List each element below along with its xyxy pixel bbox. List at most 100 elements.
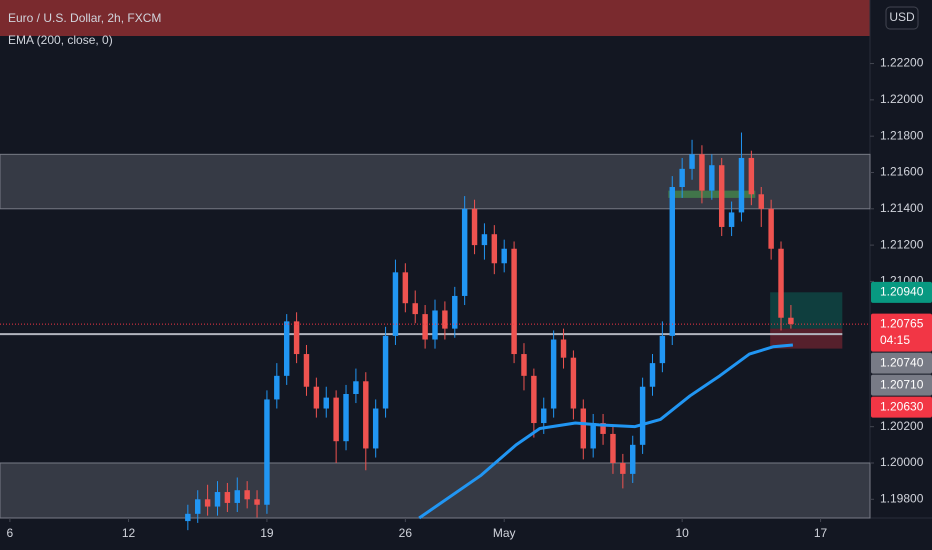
y-tick-label: 1.19800 xyxy=(880,491,924,505)
chart-title: Euro / U.S. Dollar, 2h, FXCM xyxy=(8,11,161,25)
candle-body xyxy=(778,248,784,318)
candle-body xyxy=(788,317,794,325)
x-tick-label: 17 xyxy=(814,526,828,540)
candle-body xyxy=(382,335,389,409)
candle-body xyxy=(422,314,428,340)
candle-body xyxy=(728,212,735,227)
candle-body xyxy=(481,234,488,246)
candle-body xyxy=(442,310,448,329)
candle-body xyxy=(204,499,211,507)
candle-body xyxy=(471,208,478,246)
candle-body xyxy=(392,272,399,336)
indicator-legend: EMA (200, close, 0) xyxy=(8,33,113,47)
x-tick-label: 10 xyxy=(675,526,689,540)
y-tick-label: 1.22000 xyxy=(880,92,924,106)
candle-body xyxy=(541,408,547,424)
candle-body xyxy=(620,462,626,474)
candle-body xyxy=(254,499,260,505)
y-tick-label: 1.21400 xyxy=(880,201,924,215)
price-label-bg xyxy=(871,374,932,396)
candle-body xyxy=(669,187,675,336)
candle-body xyxy=(264,399,270,505)
candle-body xyxy=(570,357,577,409)
price-label-bg xyxy=(871,313,932,352)
candle-body xyxy=(234,490,240,503)
candle-body xyxy=(402,272,409,304)
candle-body xyxy=(185,513,191,522)
x-tick-label: 12 xyxy=(122,526,136,540)
candle-body xyxy=(452,295,458,329)
candle-body xyxy=(610,433,616,463)
candle-body xyxy=(600,423,606,434)
candle-body xyxy=(501,248,507,264)
price-label-bg xyxy=(871,352,932,374)
candle-body xyxy=(768,208,774,249)
candle-body xyxy=(432,310,438,340)
candle-body xyxy=(214,492,221,507)
candle-body xyxy=(560,339,567,358)
candle-body xyxy=(363,381,369,449)
candle-body xyxy=(580,408,587,449)
zone xyxy=(0,462,871,519)
x-tick-label: May xyxy=(493,526,516,540)
y-tick-label: 1.22200 xyxy=(880,56,924,70)
y-tick-label: 1.20200 xyxy=(880,419,924,433)
candle-body xyxy=(195,499,201,514)
candle-body xyxy=(630,444,636,474)
y-tick-label: 1.21600 xyxy=(880,165,924,179)
y-tick-label: 1.20000 xyxy=(880,455,924,469)
candle-body xyxy=(293,321,300,355)
candle-body xyxy=(224,492,231,503)
candle-body xyxy=(738,157,745,213)
candle-body xyxy=(758,194,764,209)
price-label-bg xyxy=(871,281,932,303)
candle-body xyxy=(748,157,755,195)
candle-body xyxy=(333,397,339,442)
candle-body xyxy=(699,154,705,191)
price-label: 1.20710 xyxy=(880,377,924,391)
countdown: 04:15 xyxy=(880,333,910,347)
x-tick-label: 6 xyxy=(7,526,14,540)
candle-body xyxy=(649,363,656,387)
price-label: 1.20765 xyxy=(880,316,924,330)
candle-body xyxy=(550,339,557,409)
candle-body xyxy=(659,335,666,364)
ema-line xyxy=(418,343,794,520)
y-tick-label: 1.21800 xyxy=(880,128,924,142)
candle-body xyxy=(521,354,527,376)
price-label: 1.20940 xyxy=(880,284,924,298)
x-tick-label: 19 xyxy=(260,526,274,540)
candle-body xyxy=(639,386,646,445)
candle-body xyxy=(283,321,290,376)
candle-body xyxy=(353,381,359,394)
zone xyxy=(0,153,871,210)
candle-body xyxy=(718,165,725,227)
candle-body xyxy=(343,393,349,442)
y-tick-label: 1.21200 xyxy=(880,237,924,251)
candle-body xyxy=(679,168,685,188)
currency-badge[interactable] xyxy=(885,6,919,30)
candle-body xyxy=(531,375,537,424)
candle-body xyxy=(511,248,517,355)
x-tick-label: 26 xyxy=(399,526,413,540)
candle-body xyxy=(590,423,596,449)
candle-body xyxy=(461,208,468,296)
top-band xyxy=(0,0,870,36)
currency: USD xyxy=(889,10,915,24)
candle-body xyxy=(274,375,280,400)
candle-body xyxy=(372,408,379,449)
candle-body xyxy=(412,303,418,315)
candle-body xyxy=(303,354,310,387)
price-label-bg xyxy=(871,396,932,418)
candle-body xyxy=(491,234,498,264)
price-label: 1.20630 xyxy=(880,399,924,413)
plot xyxy=(0,132,871,531)
candle-body xyxy=(313,386,320,409)
candle-body xyxy=(689,154,695,169)
price-label: 1.20740 xyxy=(880,355,924,369)
candle-body xyxy=(244,490,250,500)
candle-body xyxy=(709,165,715,191)
candle-body xyxy=(323,397,329,409)
